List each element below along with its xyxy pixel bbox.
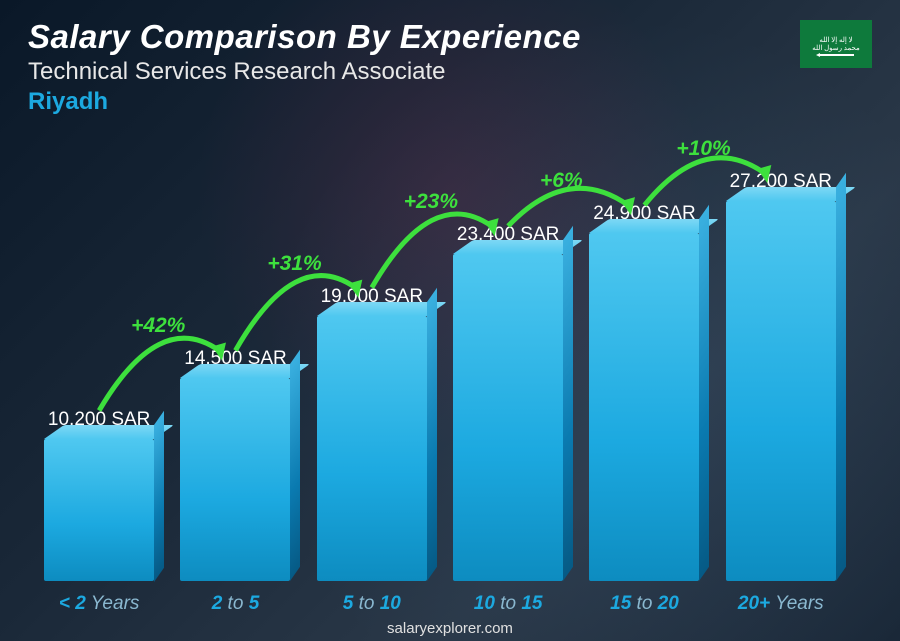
percent-increase-label: +10% xyxy=(676,137,730,161)
bar-group: 27,200 SAR xyxy=(722,171,840,581)
xaxis-label: 20+ Years xyxy=(722,593,840,615)
page-title: Salary Comparison By Experience xyxy=(28,18,581,56)
percent-increase-label: +6% xyxy=(540,169,583,193)
bar-group: 10,200 SAR xyxy=(40,409,158,582)
country-flag-icon: لا إله إلا الله محمد رسول الله xyxy=(800,20,872,68)
bar-group: 19,000 SAR xyxy=(313,286,431,581)
bar-group: 14,500 SAR xyxy=(176,348,294,581)
bar xyxy=(180,378,290,581)
svg-text:لا إله إلا الله: لا إله إلا الله xyxy=(819,36,852,44)
xaxis-label: 10 to 15 xyxy=(449,593,567,615)
bar xyxy=(726,201,836,581)
percent-increase-label: +23% xyxy=(404,190,458,214)
percent-increase-label: +31% xyxy=(267,252,321,276)
bar xyxy=(44,439,154,582)
bar-group: 24,900 SAR xyxy=(585,203,703,581)
header: Salary Comparison By Experience Technica… xyxy=(28,18,581,116)
job-title: Technical Services Research Associate xyxy=(28,58,581,86)
svg-text:محمد رسول الله: محمد رسول الله xyxy=(812,44,860,52)
percent-increase-label: +42% xyxy=(131,314,185,338)
location: Riyadh xyxy=(28,88,581,116)
footer-attribution: salaryexplorer.com xyxy=(0,620,900,637)
bar xyxy=(589,233,699,581)
xaxis-label: < 2 Years xyxy=(40,593,158,615)
bar xyxy=(317,316,427,581)
bar xyxy=(453,254,563,581)
bar-group: 23,400 SAR xyxy=(449,224,567,581)
xaxis-label: 15 to 20 xyxy=(585,593,703,615)
xaxis-label: 2 to 5 xyxy=(176,593,294,615)
xaxis-label: 5 to 10 xyxy=(313,593,431,615)
xaxis: < 2 Years 2 to 5 5 to 10 10 to 15 15 to 20 20… xyxy=(40,593,840,615)
